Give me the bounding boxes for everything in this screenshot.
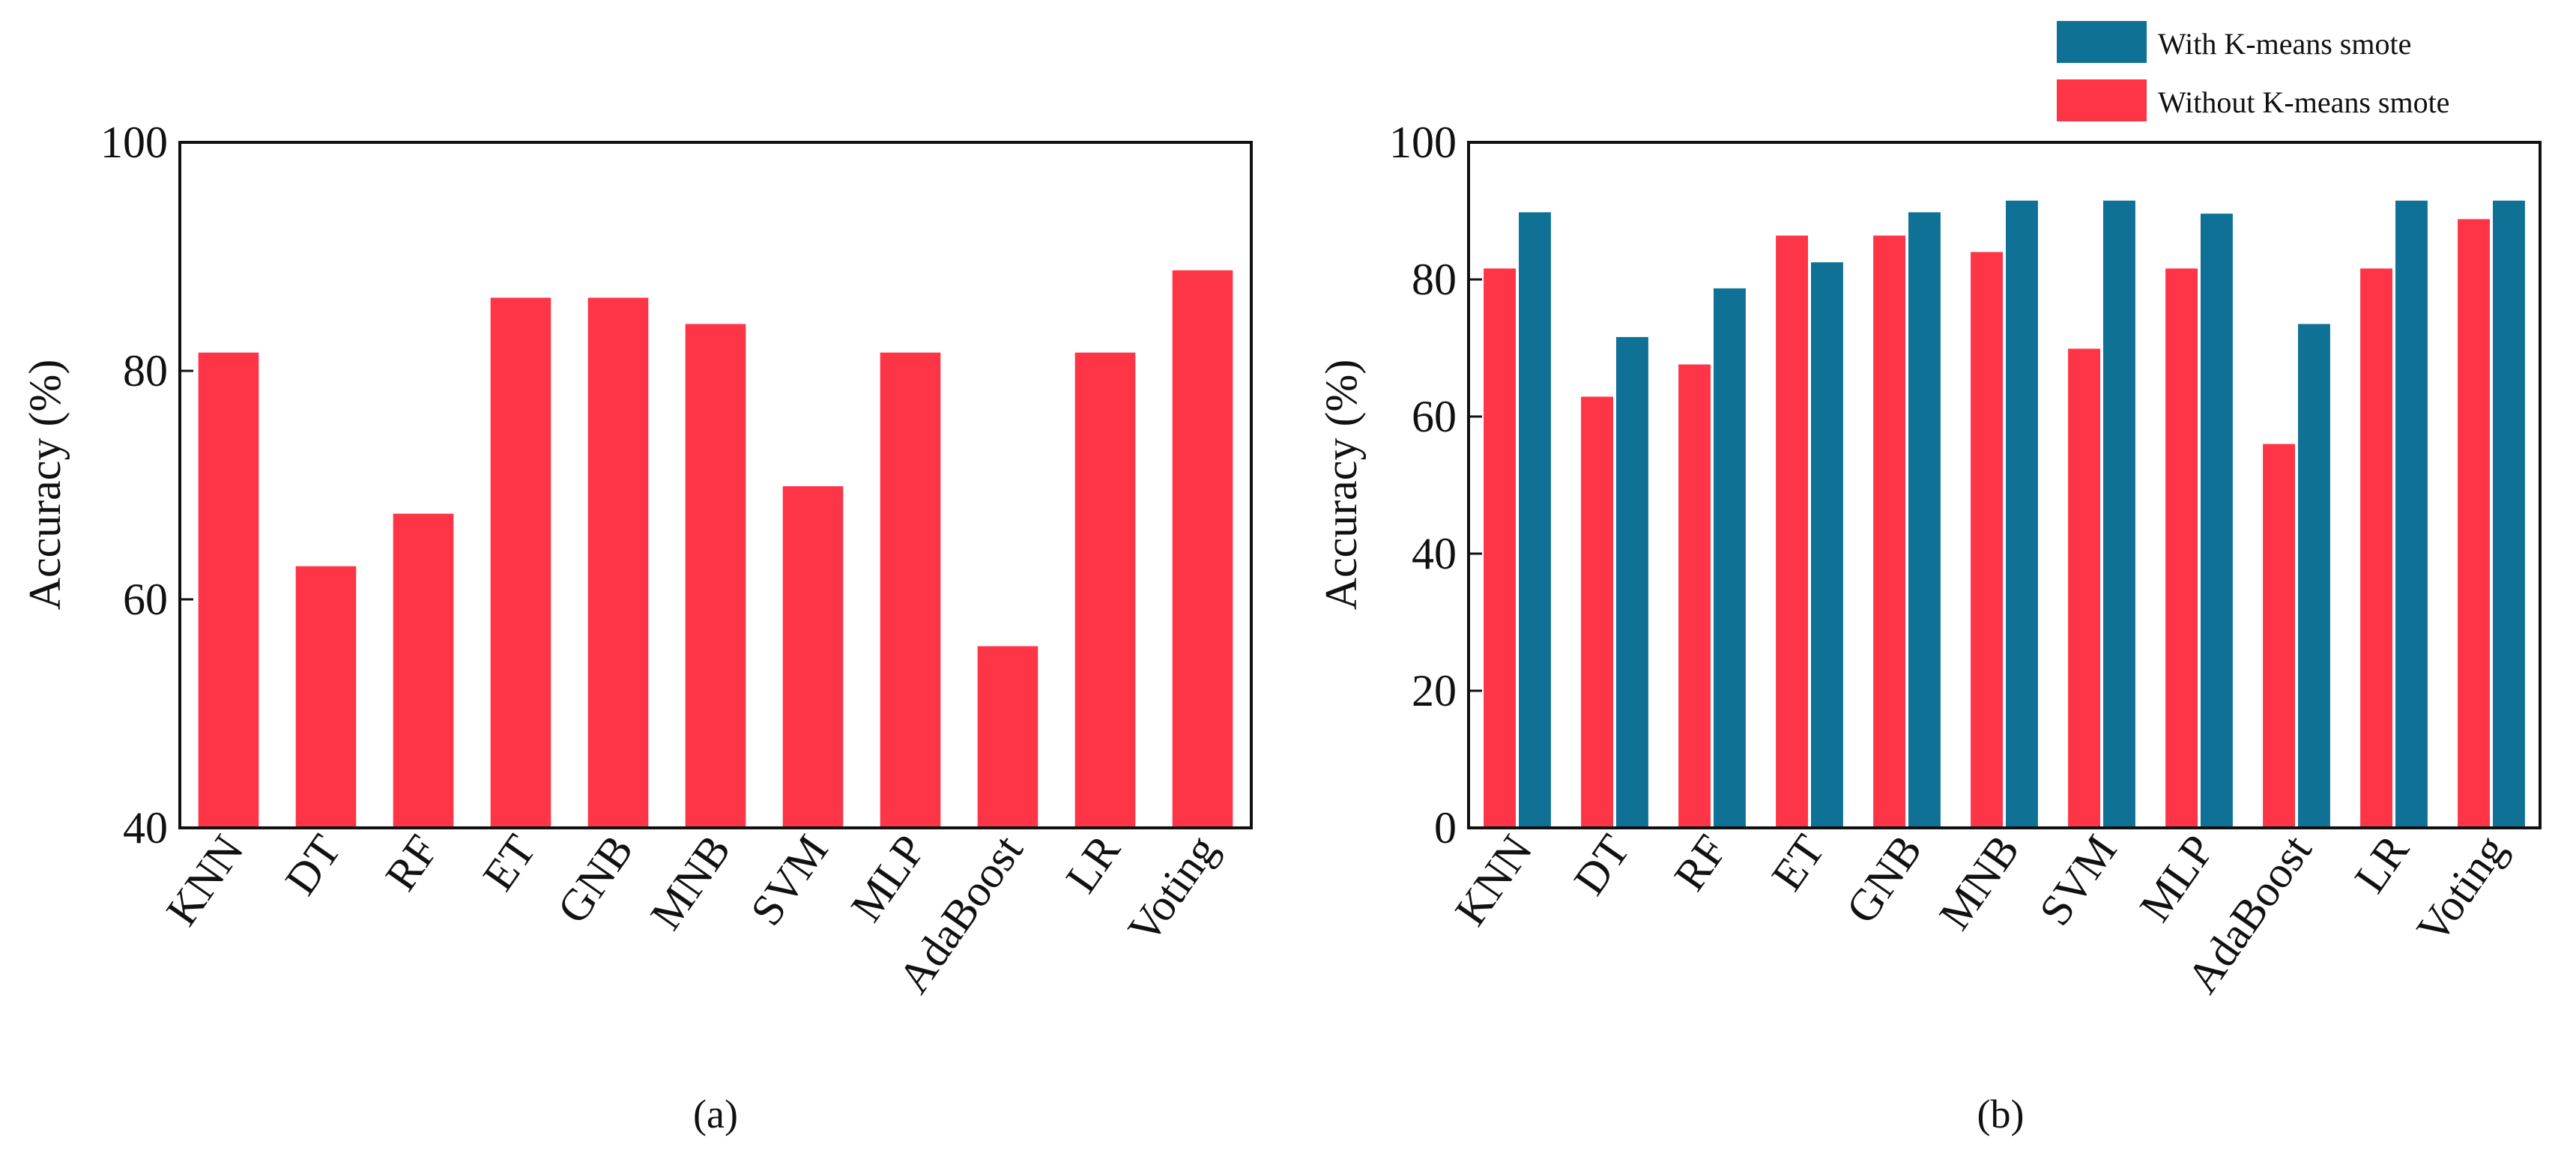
panel-a-frame [178, 141, 1253, 829]
legend-swatch-with-kmeans [2057, 21, 2147, 63]
panel-a-label: (a) [693, 1092, 738, 1137]
panel-b-bar-lr-with-k-means-smote [2395, 200, 2428, 828]
panel-a-x-tick-label-et: ET [474, 826, 545, 900]
panel-b-y-tick-label-40: 40 [1412, 529, 1457, 578]
panel-a-x-tick-label-mnb: MNB [641, 826, 740, 939]
panel-b-y-tick-label-20: 20 [1412, 666, 1457, 715]
panel-b-bars [1484, 200, 2525, 829]
panel-b-y-tick-label-100: 100 [1389, 118, 1457, 167]
panel-a-y-axis-label: Accuracy (%) [20, 360, 70, 611]
panel-b-bar-dt-with-k-means-smote [1616, 336, 1648, 828]
panel-a-bar-svm-series [782, 486, 844, 828]
panel-b-bar-rf-with-k-means-smote [1714, 288, 1746, 828]
panel-b-bar-mlp-without-k-means-smote [2165, 268, 2198, 828]
panel-a-bar-dt-series [295, 566, 357, 828]
panel-a-bar-adaboost-series [977, 646, 1038, 828]
panel-b-bar-gnb-without-k-means-smote [1873, 235, 1905, 828]
panel-b-frame [1467, 141, 2542, 829]
panel-b-x-tick-label-voting: Voting [2407, 826, 2515, 952]
legend-label-without-kmeans: Without K-means smote [2158, 85, 2449, 119]
panel-a-x-tick-label-mlp: MLP [841, 826, 935, 931]
panel-b-bar-mnb-without-k-means-smote [1971, 252, 2003, 828]
panel-a-x-tick-label-voting: Voting [1118, 826, 1227, 952]
panel-b-x-tick-label-dt: DT [1564, 826, 1639, 904]
panel-b-bar-voting-with-k-means-smote [2493, 200, 2525, 828]
panel-b-label: (b) [1977, 1092, 2025, 1137]
panel-a-x-tick-label-lr: LR [1056, 826, 1130, 902]
panel-b-bar-gnb-with-k-means-smote [1908, 212, 1941, 829]
panel-a-bar-et-series [490, 297, 551, 828]
panel-a-x-tick-label-rf: RF [375, 826, 447, 900]
panel-b-bar-voting-without-k-means-smote [2458, 219, 2490, 829]
panel-a-yticks: 40 60 80 100 [100, 118, 193, 853]
panel-b-y-axis-label: Accuracy (%) [1316, 360, 1366, 611]
panel-b-x-tick-label-lr: LR [2345, 826, 2419, 902]
panel-a-bar-mnb-series [685, 324, 746, 829]
panel-a-bar-lr-series [1074, 352, 1136, 829]
panel-b-x-tick-label-gnb: GNB [1836, 826, 1932, 933]
panel-b-bar-mnb-with-k-means-smote [2006, 200, 2038, 828]
panel-a-bars [198, 270, 1233, 829]
panel-a-y-tick-label-80: 80 [123, 346, 168, 396]
legend-label-with-kmeans: With K-means smote [2158, 27, 2411, 61]
panel-b-bar-rf-without-k-means-smote [1678, 364, 1711, 829]
panel-a-y-tick-label-100: 100 [100, 118, 168, 167]
panel-a-x-tick-label-gnb: GNB [548, 826, 643, 933]
panel-b-x-tick-label-et: ET [1762, 826, 1834, 900]
panel-b-bar-lr-without-k-means-smote [2360, 268, 2392, 828]
panel-b-x-tick-label-mnb: MNB [1929, 826, 2028, 939]
panel-a-bar-voting-series [1172, 270, 1233, 828]
panel-a-bar-knn-series [198, 352, 259, 829]
panel-b-bar-et-with-k-means-smote [1811, 262, 1843, 828]
panel-b-bar-adaboost-without-k-means-smote [2263, 444, 2295, 828]
panel-a-x-tick-label-dt: DT [276, 826, 351, 904]
panel-a-bar-mlp-series [880, 352, 941, 829]
panel-b-y-tick-label-80: 80 [1412, 255, 1457, 304]
legend: With K-means smote Without K-means smote [2057, 21, 2449, 121]
panel-b-yticks: 0 20 40 60 80 100 [1389, 118, 1482, 853]
legend-swatch-without-kmeans [2057, 79, 2147, 121]
panel-b-bar-dt-without-k-means-smote [1581, 396, 1613, 828]
panel-a-x-tick-label-svm: SVM [741, 826, 838, 934]
panel-b-x-tick-label-rf: RF [1664, 826, 1736, 900]
panel-b-bar-et-without-k-means-smote [1776, 235, 1808, 828]
panel-b-bar-svm-with-k-means-smote [2103, 200, 2135, 828]
panel-b-bar-knn-without-k-means-smote [1484, 268, 1516, 828]
panel-b-y-tick-label-0: 0 [1434, 803, 1457, 853]
panel-a-x-tick-label-knn: KNN [157, 826, 253, 934]
panel-b-x-tick-label-svm: SVM [2030, 826, 2126, 934]
panel-a-bar-rf-series [393, 513, 454, 828]
panel-b-bar-adaboost-with-k-means-smote [2298, 324, 2330, 829]
panel-a-y-tick-label-40: 40 [123, 803, 168, 853]
panel-a-y-tick-label-60: 60 [123, 575, 168, 624]
panel-b-bar-knn-with-k-means-smote [1519, 212, 1551, 829]
panel-b-bar-mlp-with-k-means-smote [2201, 214, 2233, 828]
panel-b-y-tick-label-60: 60 [1412, 392, 1457, 441]
panel-a-bar-gnb-series [587, 297, 649, 828]
panel-b-x-tick-label-knn: KNN [1445, 826, 1542, 934]
panel-b-x-tick-label-mlp: MLP [2130, 826, 2224, 931]
panel-b-bar-svm-without-k-means-smote [2068, 348, 2100, 828]
